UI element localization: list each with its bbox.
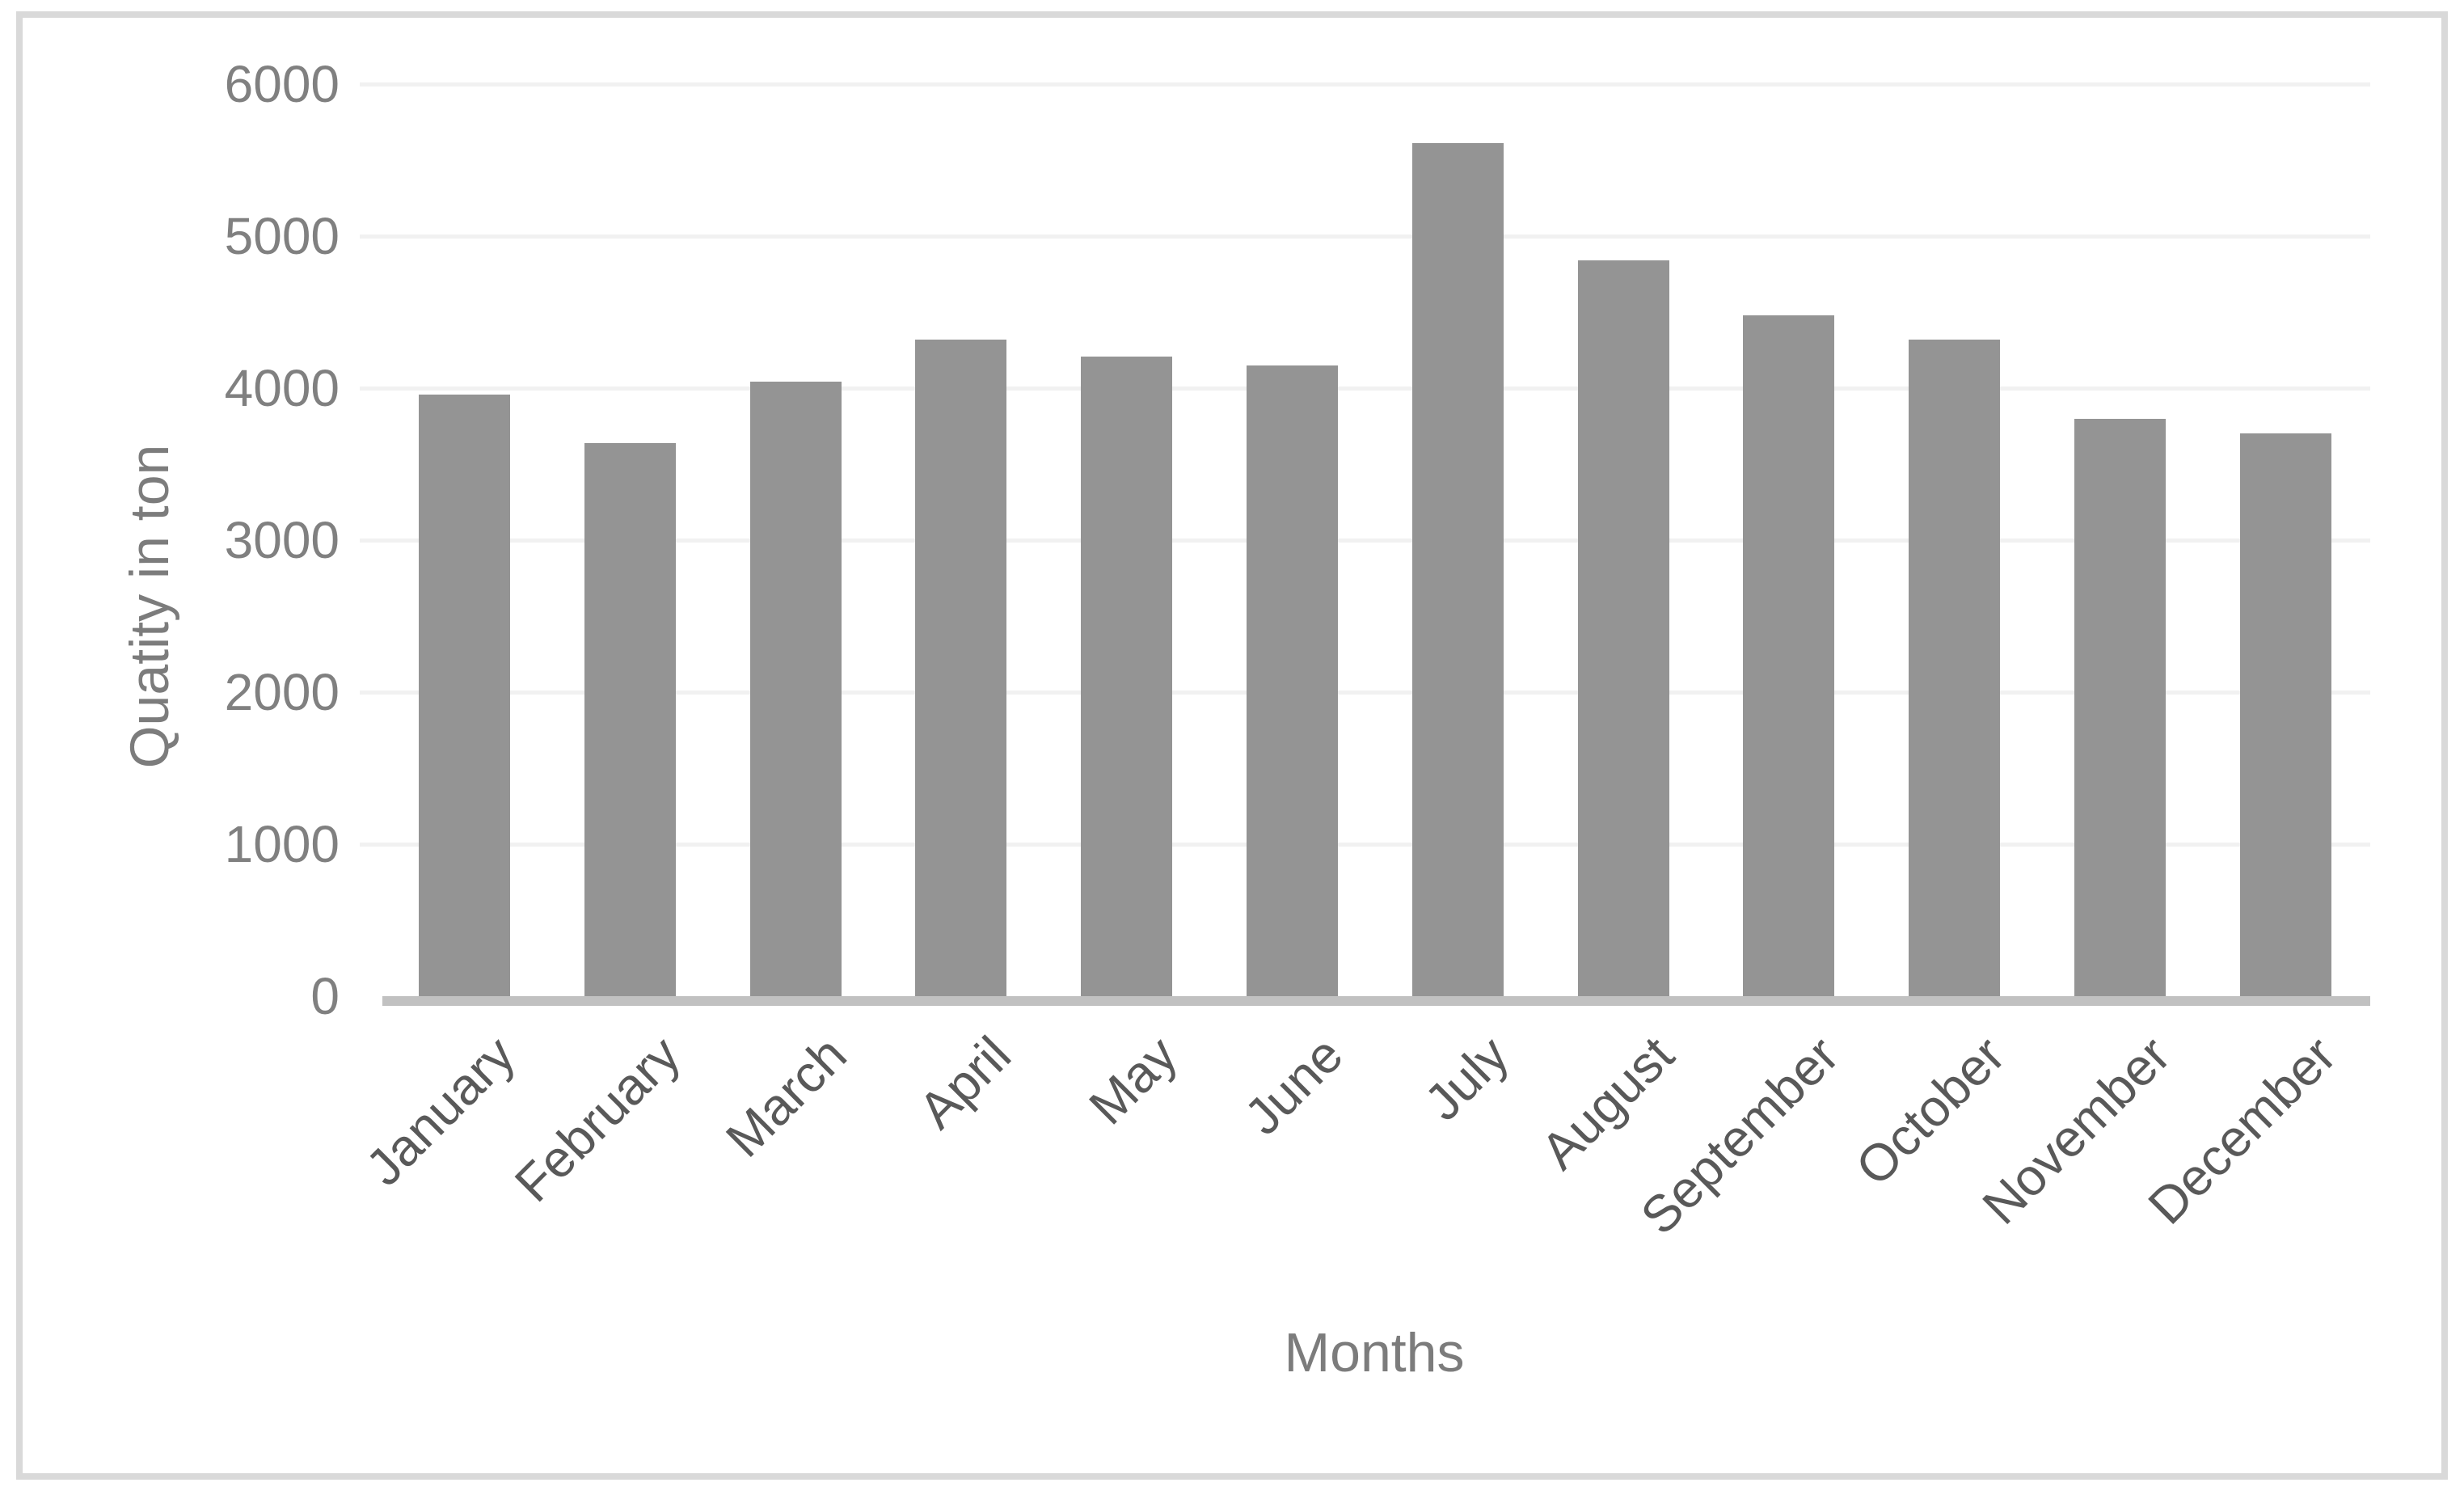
bar (584, 443, 676, 996)
y-tick-label: 2000 (224, 663, 340, 721)
gridline (360, 234, 2370, 239)
bar (915, 340, 1006, 996)
bar (1578, 260, 1669, 996)
y-axis-line (382, 996, 2370, 1006)
bar (419, 395, 510, 996)
gridline (360, 691, 2370, 695)
bar (1081, 357, 1172, 996)
gridline (360, 843, 2370, 847)
y-tick-label: 1000 (224, 815, 340, 873)
y-tick-label: 4000 (224, 359, 340, 417)
bar (1247, 365, 1338, 996)
gridline (360, 386, 2370, 391)
gridline (360, 539, 2370, 543)
y-tick-label: 6000 (224, 55, 340, 113)
bar (2074, 419, 2166, 996)
y-tick-label: 5000 (224, 207, 340, 265)
bar (750, 382, 842, 996)
x-axis-title: Months (1284, 1322, 1465, 1383)
bar (1412, 143, 1504, 996)
bar (1743, 315, 1834, 996)
bar (2240, 433, 2331, 996)
y-tick-label: 0 (310, 967, 340, 1025)
y-tick-label: 3000 (224, 511, 340, 569)
bar (1909, 340, 2000, 996)
gridline (360, 82, 2370, 87)
